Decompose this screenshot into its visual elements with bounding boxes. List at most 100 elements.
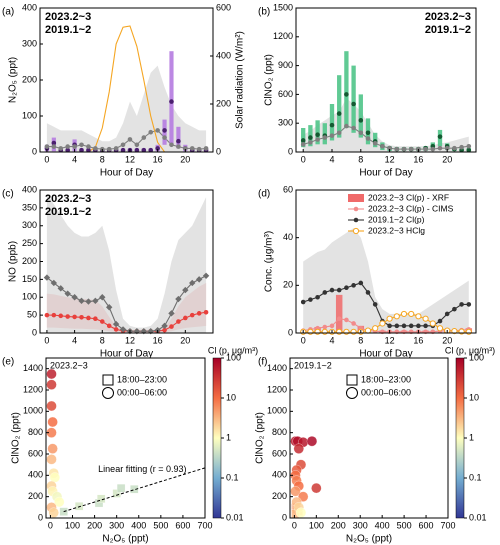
colorbar-tick-label: 10: [226, 392, 236, 402]
data-point: [394, 323, 400, 329]
data-point: [452, 145, 457, 151]
data-point: [386, 315, 393, 322]
data-point: [444, 145, 450, 151]
y-tick-label: 1000: [267, 406, 287, 416]
data-point: [46, 368, 57, 380]
data-point: [51, 140, 57, 146]
data-point: [169, 99, 174, 104]
legend-swatch: [348, 194, 364, 202]
data-point: [58, 313, 64, 319]
data-point: [372, 325, 379, 332]
plot-frame: [45, 357, 206, 519]
data-point: [120, 147, 126, 153]
y-tick-label: 600: [28, 448, 43, 458]
data-point: [106, 146, 112, 152]
data-point: [203, 146, 209, 151]
y-axis-title: ClNO₂ (ppt): [264, 54, 275, 106]
x-tick-label: 0: [301, 154, 306, 164]
x-tick-label: 4: [72, 154, 77, 164]
x-tick-label: 12: [125, 335, 135, 345]
data-point: [408, 323, 414, 329]
data-point: [106, 323, 112, 329]
data-point: [365, 130, 371, 136]
x-tick-label: 200: [331, 520, 346, 530]
x-axis-title: Hour of Day: [100, 349, 153, 360]
colorbar-tick-label: 0.1: [226, 472, 239, 482]
x-axis-title: N₂O₅ (ppt): [346, 534, 392, 545]
y-tick-label: 400: [272, 470, 287, 480]
data-point: [86, 144, 91, 149]
data-point: [182, 286, 189, 294]
x-tick-label: 12: [125, 154, 135, 164]
y-axis-title: NO (ppb): [8, 241, 19, 282]
box: [358, 94, 363, 138]
y2-tick-label: 200: [216, 98, 231, 108]
data-point: [387, 323, 392, 329]
data-point: [422, 315, 429, 322]
data-point: [314, 328, 321, 335]
data-point: [47, 416, 58, 428]
y-axis-title: ClNO₂ (ppt): [255, 412, 266, 464]
x-tick-label: 8: [100, 154, 105, 164]
colorbar-tick-label: 100: [226, 352, 241, 362]
data-point: [358, 118, 364, 123]
y-tick-label: 1000: [23, 406, 43, 416]
data-point: [322, 135, 328, 140]
y-tick-label: 20: [283, 280, 293, 290]
data-point: [344, 285, 349, 291]
y2-tick-label: 0: [216, 146, 221, 156]
data-point: [459, 144, 464, 150]
data-point: [336, 328, 343, 335]
data-point: [408, 310, 415, 318]
x-tick-label: 300: [109, 520, 124, 530]
data-point: [351, 101, 356, 107]
y-tick-label: 600: [278, 89, 293, 99]
x-tick-label: 12: [385, 154, 395, 164]
data-point: [116, 483, 126, 493]
data-point: [189, 279, 196, 287]
x-tick-label: 16: [153, 335, 163, 345]
x-tick-label: 20: [180, 335, 190, 345]
legend-label: 2023.2~3 Cl(p) - CIMS: [368, 203, 454, 213]
data-point: [72, 144, 77, 149]
data-point: [113, 146, 119, 151]
y-tick-label: 900: [278, 60, 293, 70]
legend-swatch: [353, 217, 359, 223]
data-point: [175, 295, 182, 303]
data-point: [119, 326, 127, 333]
data-point: [308, 135, 313, 140]
data-point: [155, 128, 160, 133]
y-tick-label: 100: [22, 110, 37, 120]
data-point: [134, 142, 140, 148]
data-point: [423, 146, 428, 152]
x-tick-label: 400: [131, 520, 146, 530]
plot-frame: [295, 7, 477, 153]
y-tick-label: 0: [288, 146, 293, 156]
data-point: [59, 507, 68, 516]
box: [337, 75, 342, 138]
data-point: [130, 485, 139, 494]
data-point: [293, 443, 304, 454]
data-point: [466, 143, 472, 149]
panel-label: (a): [2, 7, 14, 18]
legend-label: 00:00–06:00: [117, 387, 167, 397]
data-point: [329, 122, 335, 128]
data-point: [336, 287, 342, 293]
data-point: [415, 313, 422, 320]
y-tick-label: 0: [38, 512, 43, 522]
box: [169, 51, 174, 145]
data-point: [93, 146, 98, 151]
y-tick-label: 1400: [267, 363, 287, 373]
x-tick-label: 0: [48, 520, 53, 530]
data-point: [444, 311, 450, 317]
data-point: [315, 294, 320, 300]
y-tick-label: 250: [22, 238, 37, 248]
colorbar-tick-label: 100: [469, 352, 484, 362]
data-point: [322, 324, 328, 330]
data-point: [147, 328, 154, 335]
x-tick-label: 100: [65, 520, 80, 530]
panel-title: 2023.2~3: [50, 360, 88, 370]
y2-axis-title: Solar radiation (W/m²): [235, 31, 246, 129]
x-axis-title: Hour of Day: [359, 168, 412, 179]
data-point: [387, 145, 392, 151]
